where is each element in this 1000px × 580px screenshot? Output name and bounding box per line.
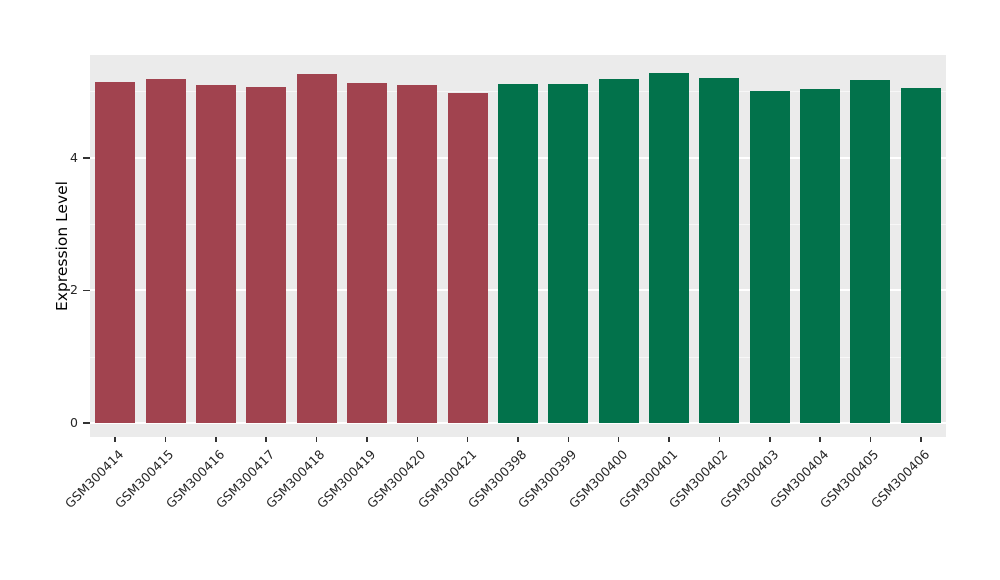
bar-GSM300415 <box>145 78 186 423</box>
y-axis-tick-label: 2 <box>70 282 78 298</box>
x-tick-mark <box>517 437 519 442</box>
bar-GSM300400 <box>598 78 639 423</box>
bar-GSM300420 <box>397 84 438 423</box>
y-tick-mark <box>83 422 90 424</box>
x-tick-mark <box>366 437 368 442</box>
x-tick-mark <box>920 437 922 442</box>
x-tick-mark <box>265 437 267 442</box>
bar-GSM300418 <box>296 73 337 423</box>
bar-GSM300398 <box>498 84 538 423</box>
y-axis-tick-label: 0 <box>70 414 78 430</box>
y-axis-tick-label: 4 <box>70 149 78 165</box>
x-tick-mark <box>215 437 217 442</box>
bar-GSM300404 <box>800 89 841 423</box>
x-tick-mark <box>769 437 771 442</box>
x-tick-mark <box>617 437 620 442</box>
bar-GSM300403 <box>749 90 790 423</box>
x-tick-mark <box>416 437 419 442</box>
bar-GSM300401 <box>649 72 690 423</box>
plot-panel <box>90 55 946 437</box>
bar-GSM300421 <box>447 92 488 423</box>
bar-GSM300406 <box>900 87 941 423</box>
x-tick-mark <box>819 437 821 442</box>
x-tick-mark <box>315 437 318 442</box>
gridline-major <box>90 422 946 424</box>
bar-GSM300405 <box>850 79 891 423</box>
x-tick-mark <box>466 437 469 442</box>
x-tick-mark <box>668 437 670 442</box>
y-tick-mark <box>83 289 90 292</box>
bar-GSM300414 <box>95 81 136 423</box>
x-tick-mark <box>114 437 116 442</box>
bar-GSM300417 <box>246 86 287 423</box>
bar-GSM300399 <box>548 83 589 423</box>
x-tick-mark <box>718 437 721 442</box>
bar-GSM300402 <box>699 77 740 423</box>
x-tick-mark <box>164 437 167 442</box>
bar-GSM300419 <box>346 82 387 423</box>
y-tick-mark <box>83 157 90 159</box>
x-tick-mark <box>869 437 872 442</box>
bar-GSM300416 <box>195 84 236 423</box>
x-tick-mark <box>567 437 570 442</box>
